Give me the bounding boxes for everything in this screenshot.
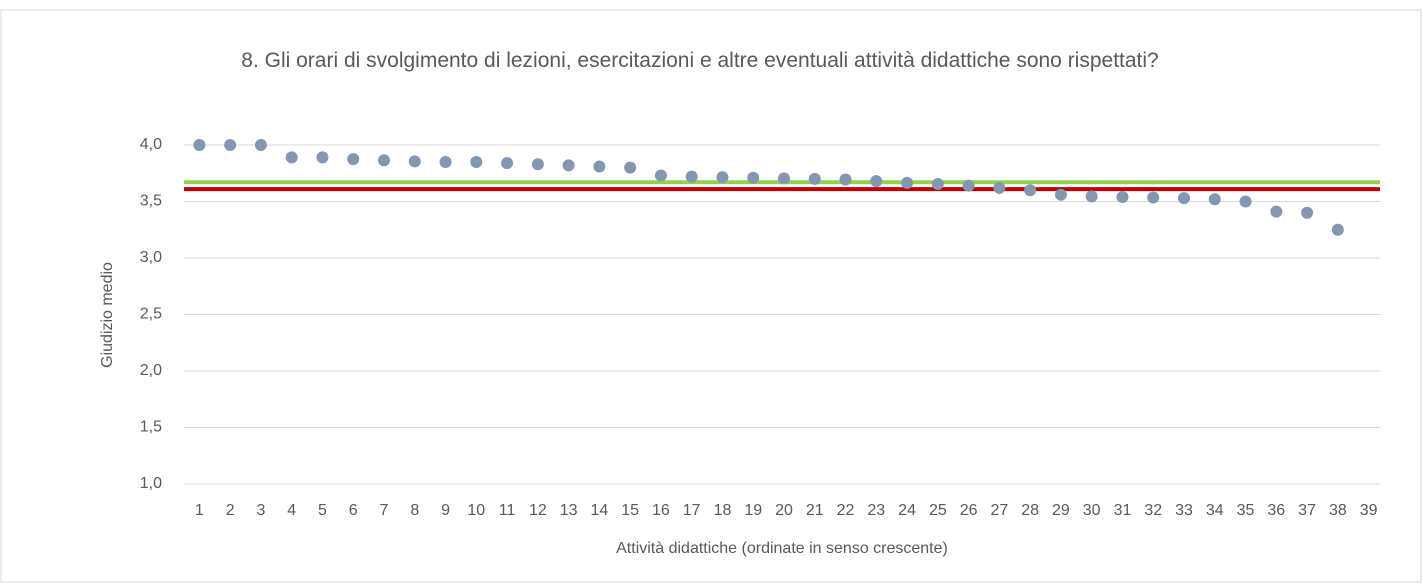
- x-tick-label: 30: [1083, 502, 1101, 519]
- point: [285, 151, 298, 164]
- y-tick-label: 2,5: [140, 306, 162, 323]
- chart-title: 8. Gli orari di svolgimento di lezioni, …: [241, 49, 1159, 72]
- y-tick-label: 3,5: [140, 193, 162, 210]
- point: [962, 179, 975, 192]
- point: [993, 181, 1006, 194]
- point: [1085, 190, 1098, 203]
- point: [593, 160, 606, 173]
- x-tick-label: 12: [529, 502, 547, 519]
- y-tick-label: 1,0: [140, 475, 162, 492]
- y-tick-label: 3,0: [140, 249, 162, 266]
- point: [1147, 191, 1160, 204]
- y-tick-label: 2,0: [140, 362, 162, 379]
- point: [470, 155, 483, 168]
- point: [408, 155, 421, 168]
- chart-border: [0, 9, 1422, 583]
- x-tick-label: 8: [410, 502, 419, 519]
- x-tick-label: 37: [1298, 502, 1316, 519]
- x-tick-label: 38: [1329, 502, 1347, 519]
- x-tick-label: 35: [1237, 502, 1255, 519]
- x-tick-label: 26: [960, 502, 978, 519]
- x-tick-label: 9: [441, 502, 450, 519]
- point: [1270, 205, 1283, 218]
- point: [531, 158, 544, 171]
- x-tick-label: 39: [1360, 502, 1378, 519]
- x-axis-label: Attività didattiche (ordinate in senso c…: [616, 540, 948, 557]
- point: [1301, 206, 1314, 219]
- x-tick-label: 29: [1052, 502, 1070, 519]
- x-tick-label: 18: [714, 502, 732, 519]
- point: [654, 169, 667, 182]
- point: [1239, 195, 1252, 208]
- x-tick-label: 34: [1206, 502, 1224, 519]
- point: [901, 176, 914, 189]
- point: [808, 172, 821, 185]
- point: [931, 177, 944, 190]
- point: [347, 153, 360, 166]
- point: [501, 157, 514, 170]
- point: [685, 170, 698, 183]
- point: [1178, 192, 1190, 205]
- x-tick-label: 2: [226, 502, 235, 519]
- x-tick-label: 15: [621, 502, 639, 519]
- point: [193, 139, 206, 151]
- point: [778, 172, 790, 185]
- x-tick-label: 23: [867, 502, 885, 519]
- y-axis-label: Giudizio medio: [99, 262, 116, 368]
- point: [378, 154, 390, 167]
- x-tick-label: 14: [590, 502, 608, 519]
- x-tick-label: 6: [349, 502, 358, 519]
- point: [1054, 188, 1067, 201]
- point: [839, 173, 852, 186]
- x-tick-label: 3: [256, 502, 265, 519]
- x-tick-label: 11: [499, 502, 516, 519]
- x-tick-label: 36: [1267, 502, 1285, 519]
- x-tick-label: 31: [1114, 502, 1132, 519]
- x-tick-label: 1: [195, 502, 204, 519]
- y-tick-label: 1,5: [140, 419, 162, 436]
- point: [624, 161, 637, 174]
- point: [254, 139, 267, 151]
- x-tick-label: 17: [683, 502, 701, 519]
- point: [316, 151, 329, 164]
- x-tick-label: 24: [898, 502, 916, 519]
- x-tick-label: 13: [560, 502, 578, 519]
- x-tick-label: 25: [929, 502, 947, 519]
- point: [1024, 184, 1037, 197]
- x-tick-label: 5: [318, 502, 327, 519]
- x-tick-label: 21: [806, 502, 824, 519]
- point: [747, 171, 760, 184]
- x-tick-label: 7: [380, 502, 389, 519]
- point: [1208, 193, 1221, 206]
- point: [1116, 190, 1129, 203]
- x-tick-label: 19: [744, 502, 762, 519]
- y-tick-label: 4,0: [140, 136, 162, 153]
- point: [870, 175, 883, 188]
- point: [439, 155, 452, 168]
- x-tick-label: 16: [652, 502, 670, 519]
- point: [716, 171, 729, 184]
- point: [1331, 223, 1344, 236]
- x-tick-label: 22: [837, 502, 855, 519]
- x-tick-label: 27: [990, 502, 1008, 519]
- x-tick-label: 20: [775, 502, 793, 519]
- point: [562, 159, 575, 172]
- point: [224, 139, 237, 151]
- x-tick-label: 4: [287, 502, 296, 519]
- x-tick-label: 33: [1175, 502, 1193, 519]
- x-tick-label: 28: [1021, 502, 1039, 519]
- x-tick-label: 10: [467, 502, 485, 519]
- x-tick-label: 32: [1144, 502, 1162, 519]
